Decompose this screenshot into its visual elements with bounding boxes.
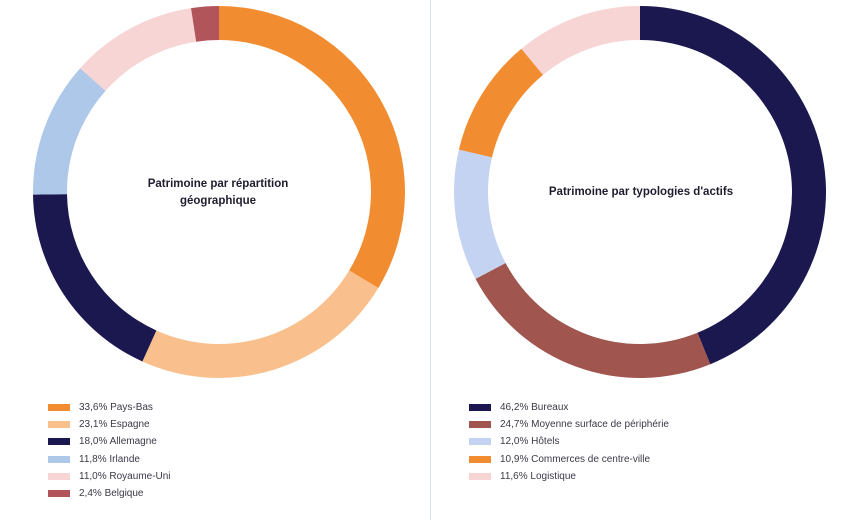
chart-panel-asset-types: Patrimoine par typologies d'actifs 46,2%… — [431, 0, 850, 520]
legend-item: 18,0% Allemagne — [48, 433, 171, 450]
legend-item: 2,4% Belgique — [48, 485, 171, 502]
legend-item: 11,0% Royaume-Uni — [48, 468, 171, 485]
legend-item: 46,2% Bureaux — [469, 399, 669, 416]
donut-slice-h-tels — [454, 149, 506, 279]
legend-label: 10,9% Commerces de centre-ville — [500, 453, 651, 465]
legend-swatch — [48, 472, 70, 480]
chart-panel-geographic: Patrimoine par répartition géographique … — [33, 6, 405, 502]
donut-slice-allemagne — [33, 194, 157, 362]
legend-label: 46,2% Bureaux — [500, 402, 569, 414]
donut-slice-pays-bas — [219, 6, 405, 289]
donut-slice-espagne — [142, 270, 379, 378]
donut-slice-bureaux — [640, 6, 826, 365]
chart-title-asset-types: Patrimoine par typologies d'actifs — [548, 186, 734, 198]
legend-swatch — [469, 455, 491, 463]
donut-chart-geographic — [33, 6, 405, 378]
legend-swatch — [48, 404, 70, 412]
legend-label: 2,4% Belgique — [79, 488, 144, 500]
legend-item: 23,1% Espagne — [48, 416, 171, 433]
legend-item: 33,6% Pays-Bas — [48, 399, 171, 416]
legend-swatch — [469, 421, 491, 429]
donut-slice-commerces-de-centre-ville — [458, 48, 544, 158]
donut-slice-belgique — [191, 6, 219, 42]
legend-label: 24,7% Moyenne surface de périphérie — [500, 419, 669, 431]
legend-swatch — [48, 455, 70, 463]
legend-label: 23,1% Espagne — [79, 419, 150, 431]
legend-item: 11,6% Logistique — [469, 468, 669, 485]
legend-swatch — [48, 421, 70, 429]
chart-title-geographic: Patrimoine par répartition géographique — [147, 178, 289, 207]
legend-swatch — [48, 490, 70, 498]
donut-chart-asset-types — [454, 6, 826, 378]
legend-label: 33,6% Pays-Bas — [79, 402, 153, 414]
legend-label: 11,6% Logistique — [500, 470, 576, 482]
legend-item: 24,7% Moyenne surface de périphérie — [469, 416, 669, 433]
legend-swatch — [48, 438, 70, 446]
legend-item: 12,0% Hôtels — [469, 433, 669, 450]
legend-swatch — [469, 472, 491, 480]
legend-label: 18,0% Allemagne — [79, 436, 157, 448]
legend-asset-types: 46,2% Bureaux 24,7% Moyenne surface de pé… — [469, 399, 669, 485]
legend-label: 12,0% Hôtels — [500, 436, 560, 448]
panel-divider — [430, 0, 431, 520]
legend-item: 11,8% Irlande — [48, 451, 171, 468]
legend-swatch — [469, 438, 491, 446]
donut-slice-royaume-uni — [80, 8, 197, 91]
legend-swatch — [469, 404, 491, 412]
legend-geographic: 33,6% Pays-Bas 23,1% Espagne 18,0% Allemag… — [48, 399, 171, 502]
donut-slice-irlande — [33, 68, 106, 195]
donut-slice-moyenne-surface-de-p-riph-rie — [475, 262, 711, 378]
donut-slice-logistique — [521, 6, 640, 75]
legend-item: 10,9% Commerces de centre-ville — [469, 451, 669, 468]
legend-label: 11,0% Royaume-Uni — [79, 470, 171, 482]
legend-label: 11,8% Irlande — [79, 453, 140, 465]
